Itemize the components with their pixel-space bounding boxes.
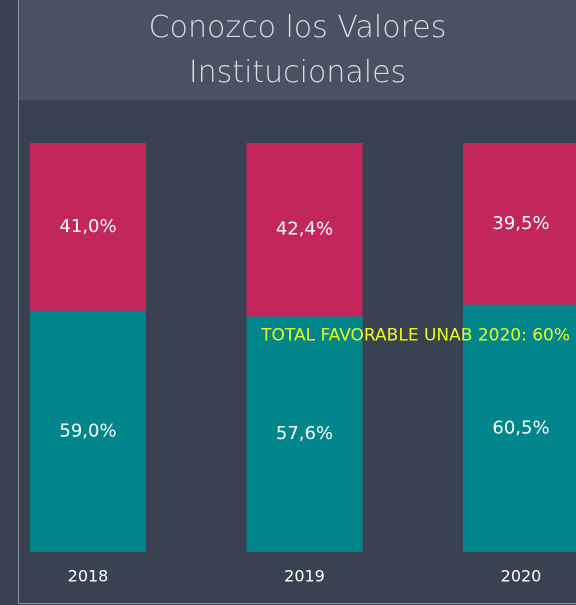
data-label: 60,5% <box>492 417 549 438</box>
chart-title: Conozco los Valores Institucionales <box>148 10 447 90</box>
x-tick-label: 2020 <box>501 567 542 586</box>
data-label: 41,0% <box>59 216 116 237</box>
bar-segment <box>246 143 363 317</box>
plot-area: 59,0% 41,0% 2018 57,6% 42,4% 2019 60,5% 39,5% 20… <box>30 143 576 586</box>
data-label: 59,0% <box>59 420 116 441</box>
x-tick-label: 2019 <box>284 567 325 586</box>
bar-segment <box>463 304 576 552</box>
bar-segment <box>30 310 146 552</box>
data-label: 57,6% <box>276 423 333 444</box>
x-tick-label: 2018 <box>68 567 109 586</box>
bar-segment <box>30 143 146 311</box>
reference-label: TOTAL FAVORABLE UNAB 2020: 60% <box>260 326 570 346</box>
bar-segment <box>463 143 576 305</box>
title-box: Conozco los Valores Institucionales <box>18 0 576 100</box>
bar-segment <box>246 316 363 552</box>
data-label: 42,4% <box>276 219 333 240</box>
data-label: 39,5% <box>492 213 549 234</box>
